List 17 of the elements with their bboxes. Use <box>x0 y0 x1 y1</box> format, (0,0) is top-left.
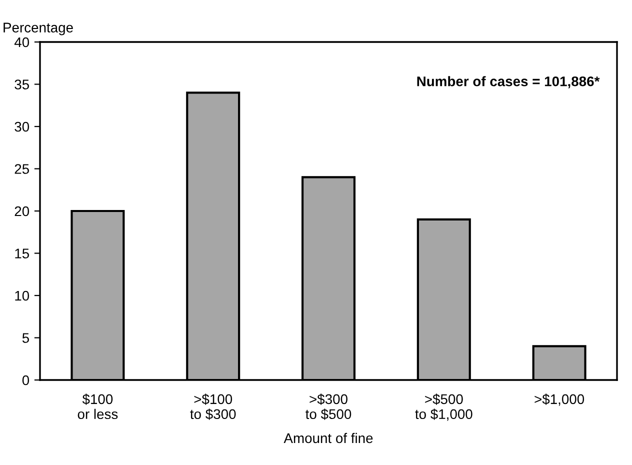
x-axis-title: Amount of fine <box>284 432 373 444</box>
annotation: Number of cases = 101,886* <box>417 76 600 88</box>
x-tick-label: >$1,000 <box>534 394 584 406</box>
y-tick-label: 10 <box>15 290 30 301</box>
y-tick-label: 20 <box>14 206 30 216</box>
x-tick-label: $100 or less <box>78 394 118 420</box>
y-tick-label: 0 <box>22 375 30 386</box>
y-tick-label: 5 <box>22 333 29 343</box>
y-axis-title: Percentage <box>4 22 73 36</box>
y-tick-label: 35 <box>14 80 30 90</box>
x-tick-label: >$500 to $1,000 <box>415 394 472 421</box>
y-tick-label: 40 <box>14 37 30 48</box>
x-tick-label: >$300 to $500 <box>306 394 352 420</box>
y-tick-label: 30 <box>14 122 30 132</box>
x-tick-label: >$100 to $300 <box>190 394 236 420</box>
y-tick-label: 15 <box>15 248 30 258</box>
y-tick-label: 25 <box>14 164 30 174</box>
